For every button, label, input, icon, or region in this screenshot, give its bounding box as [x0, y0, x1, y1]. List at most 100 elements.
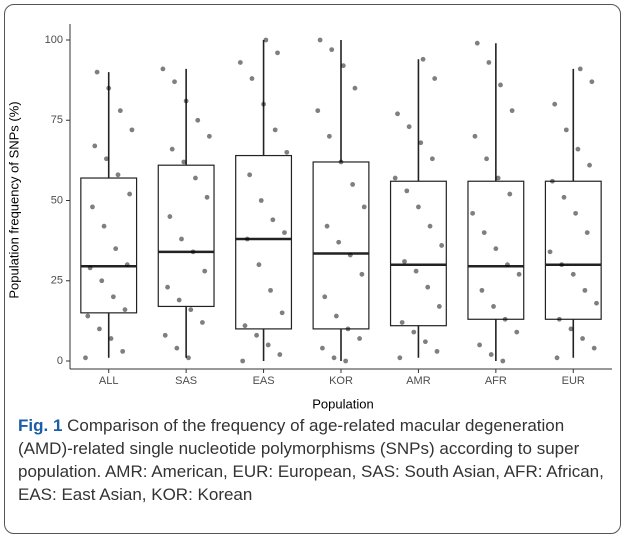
point [472, 133, 478, 139]
point [392, 175, 398, 181]
point [268, 287, 273, 293]
point [420, 56, 426, 62]
point [261, 101, 266, 107]
point [552, 101, 558, 107]
point [556, 316, 562, 322]
point [106, 85, 112, 91]
box [312, 161, 370, 330]
point [193, 175, 198, 181]
point [115, 172, 121, 178]
point [413, 268, 419, 274]
point [486, 60, 492, 65]
point [87, 265, 93, 271]
point [117, 108, 123, 114]
point [322, 294, 328, 300]
point [502, 316, 508, 322]
point [206, 133, 212, 139]
point [183, 98, 189, 104]
point [477, 342, 482, 348]
point [242, 323, 248, 329]
point [580, 336, 585, 341]
point [484, 156, 489, 162]
point [172, 79, 177, 85]
x-tick-label: AMR [406, 375, 431, 387]
point [240, 358, 246, 364]
point [247, 172, 253, 178]
x-axis-title: Population [312, 396, 373, 411]
point [83, 355, 88, 361]
point [237, 60, 243, 65]
y-tick-label: 0 [57, 355, 63, 367]
point [129, 127, 135, 133]
point [416, 204, 421, 210]
box [467, 180, 525, 320]
point [317, 37, 323, 43]
point [338, 159, 344, 165]
point [200, 320, 205, 325]
x-tick-label: EUR [562, 375, 585, 387]
chart: Population frequency of SNPs (%) Populat… [6, 24, 612, 411]
point [97, 326, 102, 332]
point [275, 50, 280, 56]
point [265, 342, 271, 348]
point [570, 271, 576, 277]
box [80, 177, 138, 314]
point [509, 108, 515, 114]
point [120, 348, 126, 354]
point [474, 40, 480, 46]
point [507, 191, 513, 197]
point [162, 332, 168, 338]
point [99, 278, 105, 284]
point [340, 63, 346, 69]
point [333, 313, 339, 319]
point [500, 358, 506, 364]
point [331, 355, 337, 361]
point [549, 178, 555, 184]
point [94, 69, 100, 75]
point [554, 355, 560, 361]
x-tick-label: SAS [175, 375, 197, 387]
point [167, 214, 173, 219]
point [350, 182, 356, 187]
point [249, 76, 255, 81]
point [90, 204, 95, 210]
point [436, 304, 442, 309]
point [418, 140, 424, 146]
point [124, 262, 130, 268]
point [432, 76, 438, 81]
point [498, 82, 503, 88]
point [491, 304, 496, 309]
point [594, 300, 599, 306]
point [284, 149, 290, 155]
point [568, 326, 574, 332]
y-tick-label: 50 [51, 194, 63, 206]
point [202, 268, 208, 274]
point [411, 329, 417, 335]
point [254, 332, 260, 338]
caption-label: Fig. 1 [18, 416, 63, 435]
point [188, 307, 194, 313]
point [406, 124, 412, 130]
point [361, 204, 367, 210]
point [425, 284, 431, 290]
point [352, 85, 358, 91]
point [359, 271, 365, 277]
point [270, 217, 276, 223]
y-tick-label: 100 [45, 34, 63, 46]
point [324, 223, 330, 229]
point [326, 133, 332, 139]
point [179, 236, 184, 242]
point [404, 188, 410, 194]
point [190, 249, 196, 255]
x-tick-label: EAS [253, 375, 275, 387]
point [103, 156, 109, 162]
y-tick-label: 25 [51, 275, 63, 287]
point [584, 230, 590, 236]
point [108, 336, 114, 341]
point [165, 284, 170, 290]
point [282, 230, 287, 236]
point [347, 252, 353, 258]
point [439, 243, 445, 248]
point [591, 345, 597, 351]
point [488, 352, 494, 357]
